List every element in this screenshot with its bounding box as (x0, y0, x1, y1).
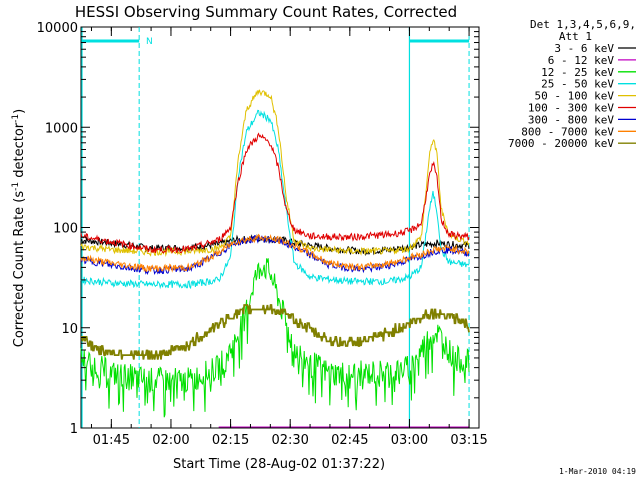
legend-label: 6 - 12 keV (548, 54, 615, 67)
x-tick-label: 02:00 (152, 433, 189, 448)
x-tick-label: 01:45 (93, 433, 130, 448)
legend-label: 300 - 800 keV (528, 113, 614, 126)
y-axis-label-sup2: -1 (11, 114, 21, 123)
legend-label: 7000 - 20000 keV (508, 137, 614, 150)
legend-label: 3 - 6 keV (554, 42, 614, 55)
x-axis: 01:45 02:00 02:15 02:30 02:45 03:00 03:15 (90, 27, 488, 448)
legend-label: 100 - 300 keV (528, 102, 614, 115)
series-line-5 (80, 132, 470, 254)
night-label: N (146, 37, 153, 47)
footer-date: 1-Mar-2010 04:19 (559, 467, 636, 476)
x-tick-label: 02:45 (331, 433, 368, 448)
y-axis: 1 10 100 1000 10000 (37, 21, 479, 437)
y-tick-label: 10000 (37, 21, 78, 36)
x-tick-label: 03:00 (391, 433, 428, 448)
series-lines (80, 89, 470, 428)
y-axis-label-end: ) (12, 109, 27, 114)
x-axis-label: Start Time (28-Aug-02 01:37:22) (173, 457, 385, 472)
series-line-7 (80, 233, 470, 273)
legend-header-line2: Att 1 (559, 30, 592, 43)
legend-label: 25 - 50 keV (541, 78, 614, 91)
y-axis-label: Corrected Count Rate (s-1 detector-1) (11, 109, 27, 347)
legend-label: 50 - 100 keV (535, 90, 615, 103)
legend-label: 12 - 25 keV (541, 66, 614, 79)
series-line-3 (80, 109, 470, 290)
x-tick-label: 03:15 (450, 433, 487, 448)
y-tick-label: 1 (70, 422, 78, 437)
y-tick-label: 1000 (45, 121, 78, 136)
chart-title: HESSI Observing Summary Count Rates, Cor… (75, 3, 457, 21)
y-axis-label-main: Corrected Count Rate (s (12, 191, 27, 348)
legend-label: 800 - 7000 keV (521, 125, 614, 138)
x-tick-label: 02:30 (271, 433, 308, 448)
y-tick-label: 100 (53, 222, 78, 237)
plot-area: 1 10 100 1000 10000 01:45 02:00 02:15 02:30 02:4… (37, 21, 488, 448)
y-tick-label: 10 (61, 322, 78, 337)
series-line-8 (80, 304, 470, 360)
y-axis-label-mid: detector (12, 122, 27, 182)
x-tick-label: 02:15 (212, 433, 249, 448)
y-axis-label-sup1: -1 (11, 182, 21, 191)
legend-header-line1: Det 1,3,4,5,6,9, (530, 18, 636, 31)
series-line-2 (80, 258, 470, 418)
